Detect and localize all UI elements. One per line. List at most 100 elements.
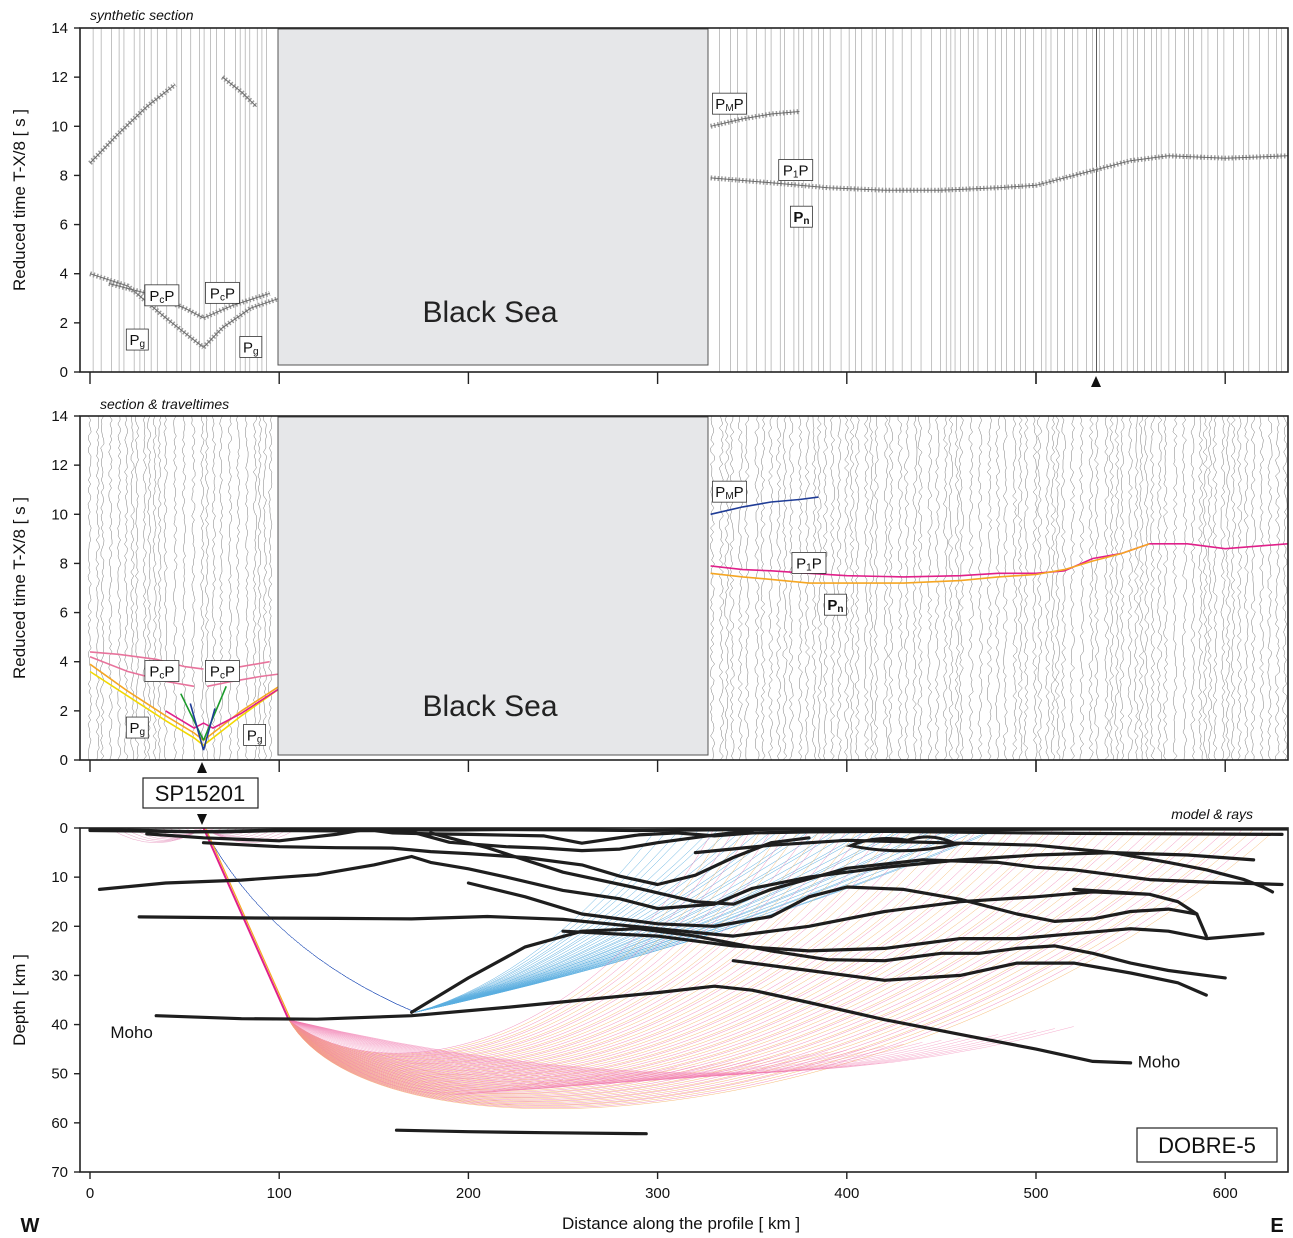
trace-wiggle [257,416,262,760]
trace-wiggle [904,416,910,760]
moho-label-west: Moho [110,1023,153,1042]
ray-pn [288,832,743,1057]
ray-deep [288,1019,923,1078]
layer-interface [731,959,1208,997]
profile-name-box [1136,1127,1278,1163]
ray-pmp-up [415,829,794,1013]
ray-pmp-up [415,828,658,1013]
synthetic-arrival-early_w [89,84,176,164]
y-tick-label: 10 [51,869,68,886]
ray-deep [288,1019,658,1089]
trace-wiggle [1055,416,1061,760]
trace-wiggle [844,416,850,760]
trace-wiggle [245,416,249,760]
shot-point-arrow [197,814,207,825]
layer-interface [154,984,1133,1065]
trace-wiggle [1243,416,1249,760]
trace-wiggle [917,416,923,760]
x-tick-label: 200 [456,1185,481,1202]
trace-wiggle [942,416,948,760]
traveltime-curve-pcp_w [89,651,204,670]
y-tick-label: 0 [60,752,68,769]
trace-wiggle [191,416,196,760]
synthetic-wiggle-band [88,82,177,165]
trace-wiggle [1032,416,1038,760]
ray-pmp-up [415,829,825,1013]
trace-wiggle [1207,416,1213,760]
traveltime-curve-blue_e [202,708,216,751]
trace-wiggle [1212,416,1218,760]
trace-wiggle [883,416,889,760]
ray-pn [288,829,725,1055]
ray-pn [288,828,1245,1106]
ray-deep [288,1019,1055,1074]
black-sea-label-synthetic: Black Sea [422,296,557,329]
trace-wiggle [181,416,186,760]
layer-interface [201,836,811,887]
y-tick-label: 14 [51,20,68,37]
trace-wiggle [1023,416,1029,760]
ray-pmp-up [415,830,679,1013]
ray-pn [288,832,1273,1109]
trace-wiggle [830,416,836,760]
y-tick-label: 50 [51,1066,68,1083]
ray-deep [288,1019,980,1077]
ray-deep [288,1019,639,1089]
trace-wiggle [130,416,135,760]
trace-wiggle [934,416,940,760]
trace-wiggle [1163,416,1169,760]
trace-wiggle [754,416,760,760]
trace-wiggle [729,416,735,760]
observed-phase-labels: PcP PcP Pg Pg PMP P1P Pn [125,480,847,746]
ray-paths [108,828,1273,1109]
trace-wiggle [822,416,828,760]
phase-label-box [144,284,180,307]
trace-wiggle [1069,416,1075,760]
ray-deep [288,1019,847,1081]
synthetic-x-ticks [89,372,1226,384]
trace-wiggle [718,416,724,760]
traveltime-curve-green_w [180,693,205,741]
trace-wiggle [228,416,233,760]
trace-wiggle [1138,416,1144,760]
phase-label: PMP [715,484,743,502]
trace-wiggle [1225,416,1231,760]
y-tick-label: 30 [51,967,68,984]
ray-pn [288,830,1150,1097]
ray-deep [288,1019,734,1085]
x-tick-label: 400 [834,1185,859,1202]
trace-wiggle [157,416,162,760]
synthetic-y-axis: 0 2 4 6 8 10 12 14 [51,20,80,381]
trace-wiggle [1050,416,1056,760]
x-tick-label: 600 [1213,1185,1238,1202]
trace-wiggle [1094,416,1100,760]
y-tick-label: 12 [51,69,68,86]
trace-wiggle [1104,416,1109,760]
y-tick-label: 2 [60,703,68,720]
phase-label-box [712,92,747,115]
y-tick-label: 8 [60,167,68,184]
traveltime-curve-p1 [165,688,280,730]
trace-wiggle [1045,416,1051,760]
trace-wiggle [268,416,273,760]
ray-deep [288,1019,772,1084]
y-tick-label: 70 [51,1164,68,1181]
trace-wiggle [1150,416,1156,760]
trace-wiggle [1202,416,1208,760]
observed-frame [79,415,1289,761]
phase-label: P1P [796,555,822,573]
phase-label: Pg [130,332,146,350]
ray-shallow [203,828,299,843]
x-tick-label: 300 [645,1185,670,1202]
model-panel-title: model & rays [1171,806,1253,822]
phase-label: PcP [210,664,235,682]
model-x-axis: 0 100 200 300 400 500 600 [86,1172,1238,1202]
ray-pmp-up [415,828,721,1013]
trace-wiggle [1190,416,1196,760]
y-tick-label: 2 [60,315,68,332]
layer-interface [693,838,1275,894]
trace-wiggle [804,416,810,760]
phase-label-box [778,159,814,181]
ray-pmp-up [415,830,835,1013]
ray-deep [288,1019,526,1095]
